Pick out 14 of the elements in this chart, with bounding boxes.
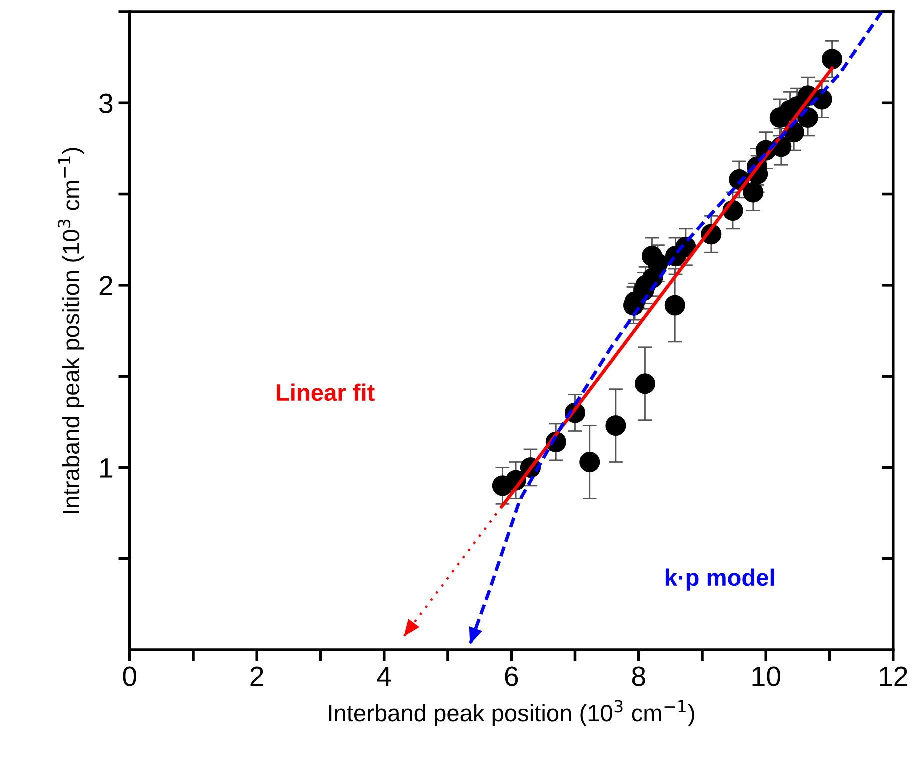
x-axis-title: Interband peak position (10$^{3}$ cm$^{−1}$) — [329, 700, 694, 726]
y-tick-label: 2 — [100, 276, 112, 296]
x-tick-label: 4 — [377, 666, 392, 686]
x-tick-label: 2 — [250, 666, 264, 686]
x-tick-label: 8 — [632, 666, 646, 686]
x-tick-label: 0 — [123, 666, 136, 686]
y-tick-label: 1 — [100, 458, 113, 478]
annotation: Linear fit — [277, 384, 375, 402]
annotation: k·p model — [666, 568, 774, 591]
x-tick-label: 6 — [505, 666, 518, 686]
y-tick-label: 3 — [100, 94, 113, 114]
x-tick-label: 10 — [752, 666, 780, 686]
y-axis-title: Intraband peak position (10$^{3}$ cm$^{−1}$) — [58, 148, 84, 514]
x-tick-label: 12 — [880, 666, 908, 686]
